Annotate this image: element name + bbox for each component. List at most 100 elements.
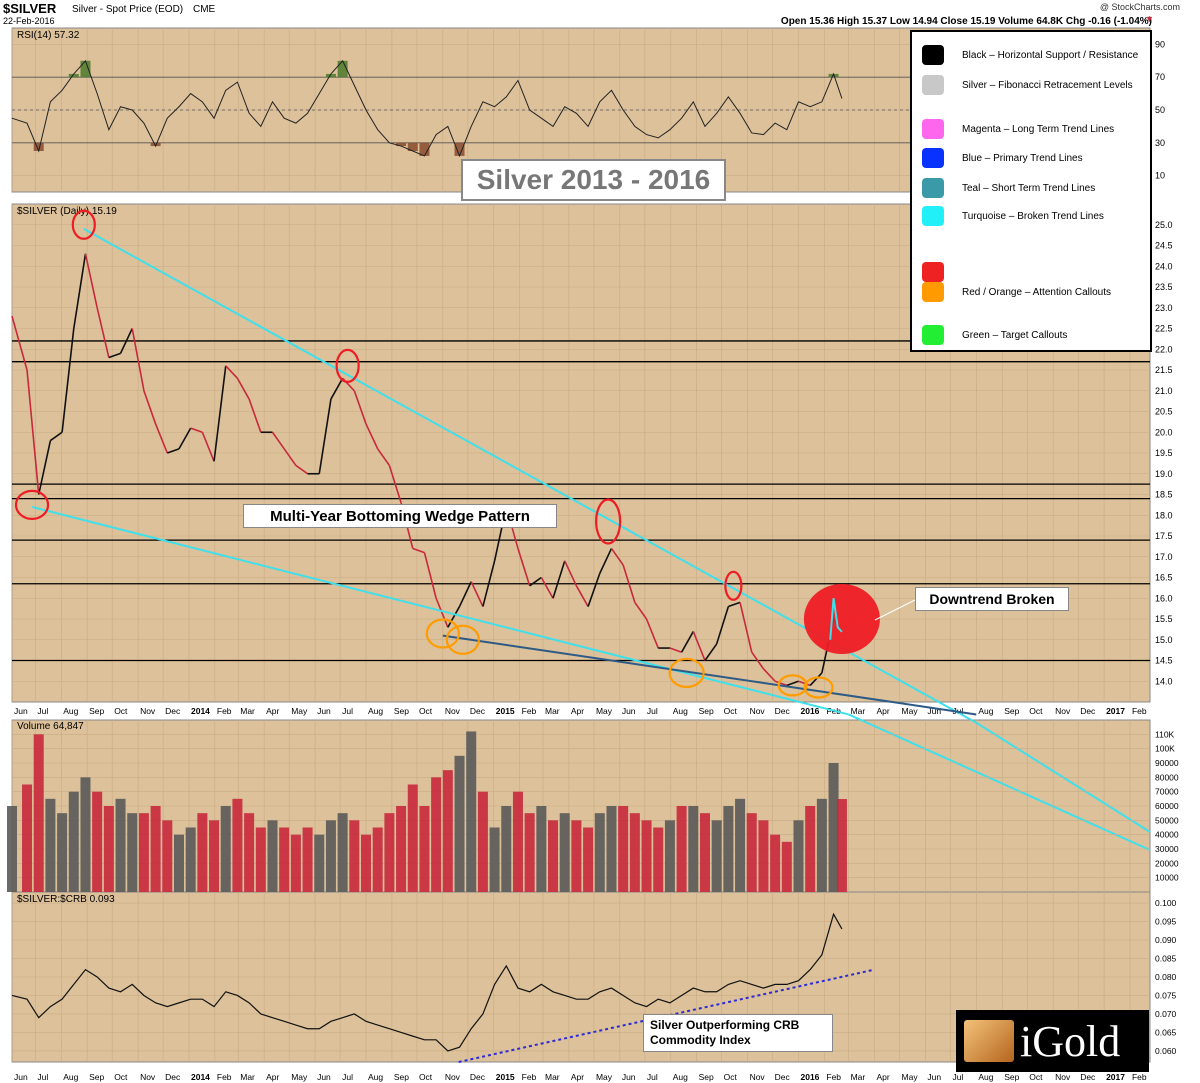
- volume-bar: [279, 827, 290, 892]
- x-tick-label-bottom: Aug: [978, 1072, 993, 1082]
- volume-bar: [220, 806, 231, 892]
- stockcharts-credit: @ StockCharts.com: [1099, 2, 1180, 12]
- change-down-icon: ▼: [1145, 14, 1154, 24]
- x-tick-label-bottom: Apr: [571, 1072, 584, 1082]
- ratio-y-tick-label: 0.095: [1155, 917, 1177, 927]
- x-tick-label-bottom: Apr: [266, 1072, 279, 1082]
- turquoise-wedge-extension: [848, 713, 1151, 851]
- x-tick-label-price: Jun: [927, 706, 941, 716]
- x-tick-label-price: Feb: [217, 706, 232, 716]
- x-tick-label-price: Aug: [673, 706, 688, 716]
- price-segment: [692, 631, 706, 661]
- ratio-line: [11, 912, 843, 1052]
- price-segment: [26, 369, 40, 495]
- volume-y-tick-label: 60000: [1155, 801, 1179, 811]
- x-tick-label-price: Jun: [622, 706, 636, 716]
- downtrend-broken-label: Downtrend Broken: [915, 587, 1069, 611]
- price-segment: [482, 560, 496, 607]
- price-y-tick-label: 17.0: [1155, 552, 1173, 562]
- volume-bar: [828, 763, 839, 892]
- price-segment: [669, 647, 682, 653]
- legend-item-label: Magenta – Long Term Trend Lines: [962, 123, 1115, 135]
- price-segment: [762, 668, 776, 682]
- title-box: Silver 2013 - 2016: [461, 159, 726, 201]
- volume-y-tick-label: 110K: [1155, 729, 1175, 739]
- price-y-tick-label: 21.5: [1155, 365, 1173, 375]
- volume-bar: [127, 813, 138, 892]
- x-tick-label-price: Jul: [647, 706, 658, 716]
- x-tick-label-price: May: [291, 706, 308, 716]
- x-tick-label-bottom: Sep: [89, 1072, 104, 1082]
- price-y-tick-label: 14.5: [1155, 656, 1173, 666]
- price-segment: [353, 390, 367, 425]
- price-segment: [412, 547, 425, 554]
- price-segment: [131, 328, 145, 391]
- price-segment: [458, 581, 472, 607]
- legend-item-label: Teal – Short Term Trend Lines: [962, 182, 1096, 194]
- volume-bar: [536, 806, 547, 892]
- volume-bar: [781, 841, 792, 892]
- price-segment: [447, 606, 461, 628]
- x-tick-label-bottom: Aug: [63, 1072, 78, 1082]
- red-callout-circle: [71, 209, 96, 240]
- downtrend-broken-highlight: [803, 584, 880, 654]
- legend-item-label: Turquoise – Broken Trend Lines: [962, 210, 1104, 222]
- x-tick-label-bottom: Nov: [1055, 1072, 1071, 1082]
- price-segment: [587, 573, 601, 607]
- crb-annotation-line1: Silver Outperforming CRB: [650, 1018, 800, 1032]
- volume-bar: [676, 806, 687, 892]
- x-tick-label-bottom: Dec: [165, 1072, 181, 1082]
- orange-callout-circle: [668, 657, 705, 689]
- rsi-y-tick-label: 50: [1155, 105, 1165, 115]
- price-segment: [49, 431, 63, 442]
- volume-bar: [185, 827, 196, 892]
- igold-logo: iGold: [956, 1010, 1149, 1072]
- x-tick-label-price: May: [902, 706, 919, 716]
- price-segment: [11, 315, 28, 371]
- legend-item: [922, 261, 962, 283]
- x-tick-label-price: Sep: [394, 706, 409, 716]
- rsi-y-tick-label: 30: [1155, 138, 1165, 148]
- quote-summary: Open 15.36 High 15.37 Low 14.94 Close 15…: [780, 16, 1152, 27]
- legend-swatch: [922, 119, 944, 139]
- x-tick-label-price: Dec: [470, 706, 486, 716]
- price-segment: [563, 560, 578, 587]
- volume-bar: [314, 834, 325, 892]
- price-segment: [610, 547, 624, 566]
- price-segment: [108, 352, 121, 359]
- volume-bar: [173, 834, 184, 892]
- ratio-y-tick-label: 0.090: [1155, 935, 1177, 945]
- legend-item: Green – Target Callouts: [922, 324, 1067, 346]
- price-segment: [529, 576, 542, 587]
- volume-bar: [606, 806, 617, 892]
- legend-swatch: [922, 282, 944, 302]
- price-segment: [798, 680, 811, 687]
- wedge-pattern-label: Multi-Year Bottoming Wedge Pattern: [243, 504, 557, 528]
- x-tick-label-bottom: 2015: [496, 1072, 515, 1082]
- volume-bar: [618, 806, 629, 892]
- volume-bar: [723, 806, 734, 892]
- red-callout-circle: [335, 348, 360, 383]
- x-tick-label-price: Jun: [317, 706, 331, 716]
- price-segment: [190, 427, 203, 434]
- x-tick-label-bottom: May: [596, 1072, 613, 1082]
- price-segment: [283, 448, 297, 466]
- legend-swatch: [922, 206, 944, 226]
- ratio-y-tick-label: 0.080: [1155, 972, 1177, 982]
- volume-y-tick-label: 40000: [1155, 830, 1179, 840]
- price-segment: [739, 602, 753, 653]
- rsi-y-tick-label: 10: [1155, 171, 1165, 181]
- orange-callout-circle: [445, 624, 480, 655]
- x-tick-label-price: Apr: [571, 706, 584, 716]
- volume-bar: [232, 798, 243, 892]
- legend-item: Blue – Primary Trend Lines: [922, 147, 1083, 169]
- legend-item-label: Blue – Primary Trend Lines: [962, 152, 1083, 164]
- volume-bar: [746, 813, 757, 892]
- volume-bar: [442, 770, 453, 892]
- x-tick-label-bottom: 2016: [800, 1072, 819, 1082]
- x-tick-label-bottom: Aug: [673, 1072, 688, 1082]
- rsi-label: RSI(14) 57.32: [17, 30, 80, 41]
- x-tick-label-bottom: Oct: [724, 1072, 738, 1082]
- primary-wedge-support-line: [442, 634, 977, 716]
- price-segment: [72, 253, 87, 329]
